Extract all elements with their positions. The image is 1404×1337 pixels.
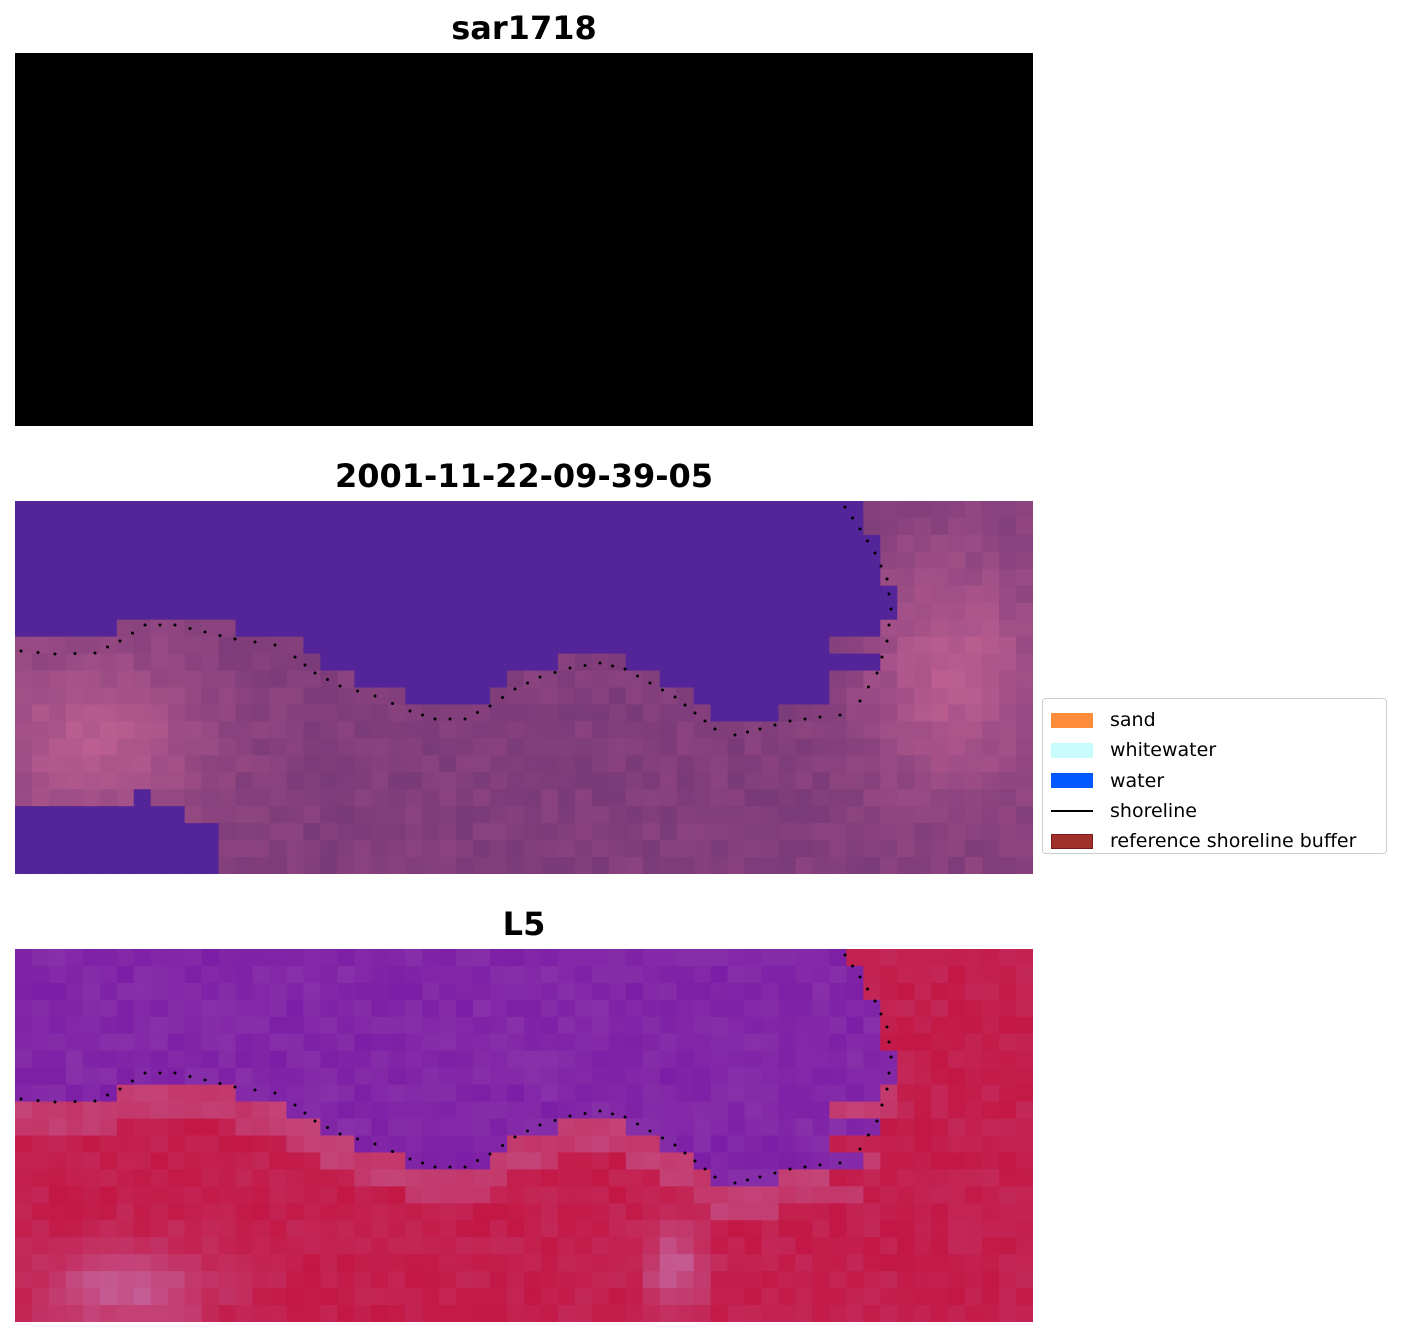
shoreline-dots [19,57,893,289]
classified-image-panel [15,501,1033,874]
legend-item-reference-buffer: reference shoreline buffer [1051,826,1378,856]
legend: sand whitewater water shoreline referenc… [1042,698,1387,854]
rgb-composite-image [15,53,1033,426]
legend-label-shoreline: shoreline [1110,800,1197,823]
index-image-panel [15,949,1033,1322]
panel-title-index: L5 [502,905,546,943]
legend-label-reference-buffer: reference shoreline buffer [1110,830,1357,853]
whitewater-swatch [1051,742,1093,758]
water-swatch [1051,773,1093,789]
sand-swatch [1051,712,1093,728]
reference-buffer-swatch [1051,833,1093,849]
shoreline-dots [19,953,893,1185]
rgb-image-panel [15,53,1033,426]
shoreline-dots [19,505,893,737]
legend-label-water: water [1110,769,1165,792]
raster-pixels [15,949,1033,1322]
panel-title-classified: 2001-11-22-09-39-05 [334,457,714,495]
legend-label-whitewater: whitewater [1110,739,1217,762]
shoreline-line-swatch [1051,810,1093,813]
legend-item-water: water [1051,766,1378,796]
index-image [15,949,1033,1322]
panel-title-rgb: sar1718 [451,9,597,47]
legend-item-shoreline: shoreline [1051,796,1378,826]
classified-image [15,501,1033,874]
raster-pixels [15,501,1033,874]
raster-pixels [15,53,1033,426]
legend-label-sand: sand [1110,709,1156,732]
legend-item-sand: sand [1051,705,1378,735]
legend-item-whitewater: whitewater [1051,735,1378,765]
